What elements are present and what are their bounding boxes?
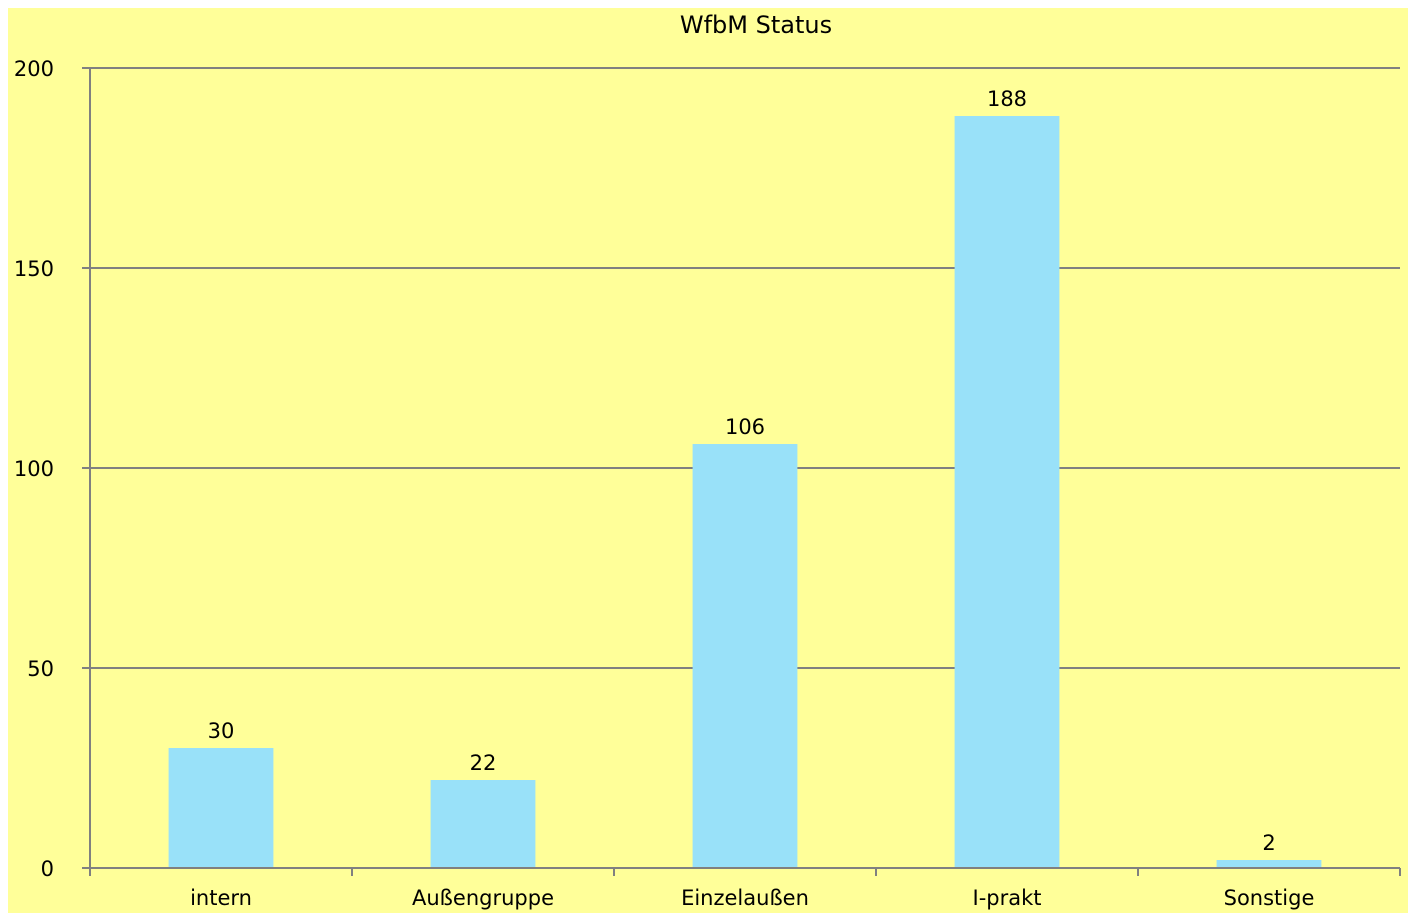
data-label: 22 — [470, 751, 497, 775]
chart-title: WfbM Status — [680, 11, 832, 39]
data-label: 188 — [987, 87, 1027, 111]
y-tick-label: 200 — [14, 57, 54, 81]
labels: 0 50 100 150 200 30 intern 22 Außengruppe 106 Einz… — [14, 57, 1314, 910]
x-tick-label: Außengruppe — [412, 886, 554, 910]
bar — [430, 780, 536, 868]
y-tick-label: 50 — [27, 657, 54, 681]
bars — [168, 116, 1322, 868]
y-tick-label: 100 — [14, 457, 54, 481]
bar — [692, 444, 798, 868]
bar — [1216, 860, 1322, 868]
x-tick-label: I-prakt — [973, 886, 1042, 910]
data-label: 2 — [1262, 831, 1275, 855]
x-tick-label: Sonstige — [1224, 886, 1315, 910]
y-tick-label: 150 — [14, 257, 54, 281]
x-tick-label: Einzelaußen — [681, 886, 809, 910]
x-tick-label: intern — [190, 886, 252, 910]
data-label: 30 — [208, 719, 235, 743]
data-label: 106 — [725, 415, 765, 439]
bar — [954, 116, 1060, 868]
y-tick-label: 0 — [41, 857, 54, 881]
axes — [82, 67, 1401, 876]
bar — [168, 748, 274, 868]
